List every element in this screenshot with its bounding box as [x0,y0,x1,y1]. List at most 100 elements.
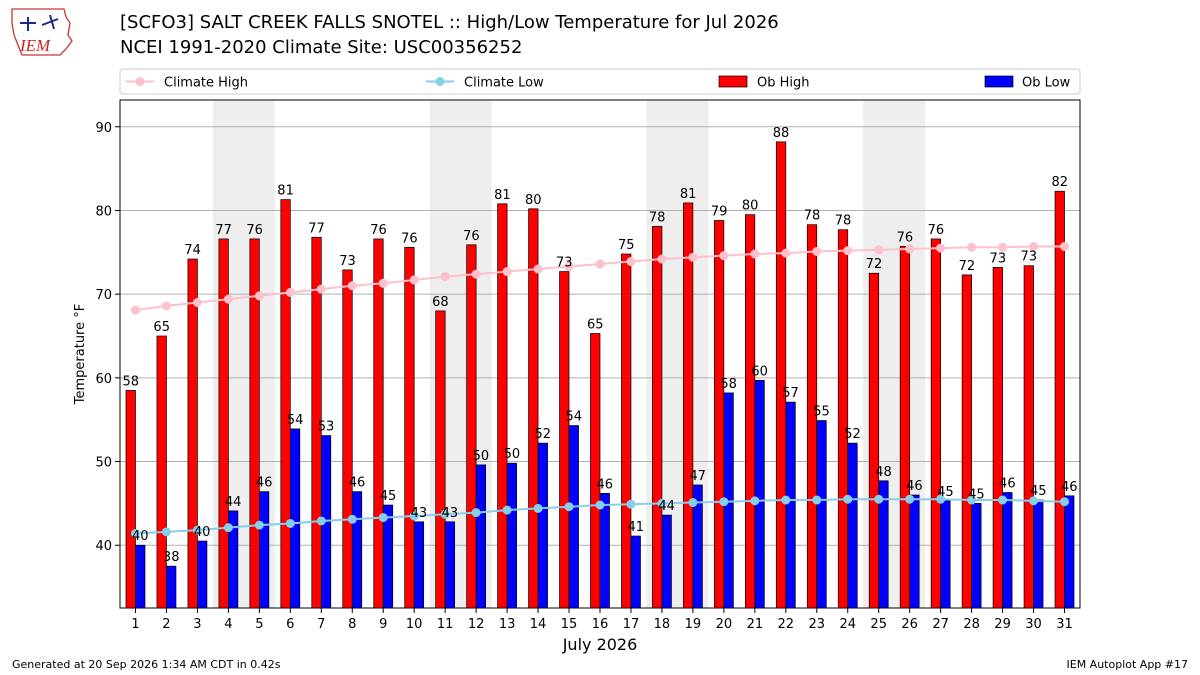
ob-low-bar [785,401,796,609]
ob-low-label: 54 [287,413,304,428]
ob-high-bar [714,220,725,609]
climate-low-point [161,527,171,537]
ob-high-bar [497,203,508,609]
x-tick-label: 6 [286,617,294,632]
x-tick-label: 21 [747,617,764,632]
climate-high-point [347,281,357,291]
climate-high-point [130,305,140,315]
ob-low-label: 54 [566,410,583,425]
climate-high-point [812,246,822,256]
ob-low-bar [599,492,610,609]
y-tick-label: 80 [95,204,112,219]
ob-high-bar [899,246,911,609]
climate-low-point [502,505,512,515]
ob-high-label: 74 [184,243,201,258]
climate-high-point [905,244,915,254]
x-tick-label: 27 [932,617,949,632]
ob-low-label: 40 [132,529,149,544]
ob-low-bar [413,521,425,609]
ob-high-bar [342,269,353,609]
ob-low-label: 50 [473,449,490,464]
ob-low-label: 44 [225,495,242,510]
ob-high-label: 81 [494,188,511,203]
x-tick-label: 19 [685,617,702,632]
y-tick-label: 90 [95,121,112,136]
y-tick-label: 40 [95,539,112,554]
ob-low-label: 46 [999,477,1016,492]
x-tick-label: 17 [623,617,640,632]
climate-low-point [440,509,450,519]
ob-low-label: 38 [163,550,180,565]
ob-high-bar [466,244,477,609]
ob-low-label: 50 [504,447,521,462]
legend-ob-high-label: Ob High [757,76,810,91]
ob-low-bar [351,491,363,609]
climate-high-point [564,262,574,272]
ob-high-bar [683,202,694,609]
x-tick-label: 26 [901,617,918,632]
ob-high-bar [961,274,972,609]
ob-low-label: 45 [937,485,954,500]
climate-low-point [595,500,605,510]
climate-high-point [936,243,946,253]
ob-low-label: 46 [256,476,273,491]
ob-high-bar [837,229,849,609]
x-tick-label: 18 [654,617,671,632]
x-tick-label: 12 [468,617,485,632]
iem-logo: IEM [11,8,73,56]
climate-low-point [874,494,884,504]
ob-high-bar [280,199,291,609]
ob-high-bar [590,333,601,609]
ob-high-label: 73 [556,256,573,271]
ob-high-label: 65 [153,320,170,335]
climate-high-point [626,257,636,267]
ob-high-bar [559,271,570,609]
ob-high-label: 77 [215,223,232,238]
x-tick-label: 1 [131,617,139,632]
climate-low-point [657,498,667,508]
ob-low-label: 58 [720,377,737,392]
climate-high-point [719,251,729,261]
ob-high-bar [187,258,198,609]
ob-high-label: 68 [432,295,449,310]
climate-high-point [657,254,667,264]
ob-low-label: 55 [813,405,830,420]
climate-high-point [688,252,698,262]
climate-low-point [998,495,1008,505]
x-tick-label: 4 [224,617,232,632]
x-tick-label: 28 [963,617,980,632]
climate-low-point [688,498,698,508]
climate-low-point [285,518,295,528]
x-tick-label: 20 [716,617,733,632]
ob-high-label: 65 [587,317,604,332]
ob-high-label: 80 [742,199,759,214]
ob-low-bar [568,425,579,609]
ob-high-bar [373,238,384,609]
climate-low-point [812,495,822,505]
climate-low-point [378,513,388,523]
climate-high-point [316,284,326,294]
ob-low-label: 40 [194,525,211,540]
x-tick-label: 5 [255,617,263,632]
legend-ob-high-swatch [718,75,748,88]
climate-high-point [1029,241,1039,251]
ob-low-label: 46 [906,479,923,494]
ob-high-label: 72 [866,257,883,272]
climate-low-point [192,525,202,535]
ob-low-label: 45 [968,487,985,502]
climate-high-point [533,264,543,274]
ob-low-label: 41 [627,520,644,535]
climate-low-point [967,495,977,505]
climate-high-point [781,248,791,258]
ob-high-label: 72 [959,259,976,274]
climate-low-point [1060,497,1070,507]
ob-low-bar [816,420,827,609]
ob-high-label: 81 [680,187,697,202]
ob-low-label: 57 [782,386,799,401]
ob-high-label: 75 [618,238,635,253]
ob-low-bar [444,521,456,609]
climate-high-point [502,267,512,277]
x-tick-label: 8 [348,617,356,632]
ob-low-label: 47 [689,469,706,484]
ob-low-label: 45 [1030,484,1047,499]
